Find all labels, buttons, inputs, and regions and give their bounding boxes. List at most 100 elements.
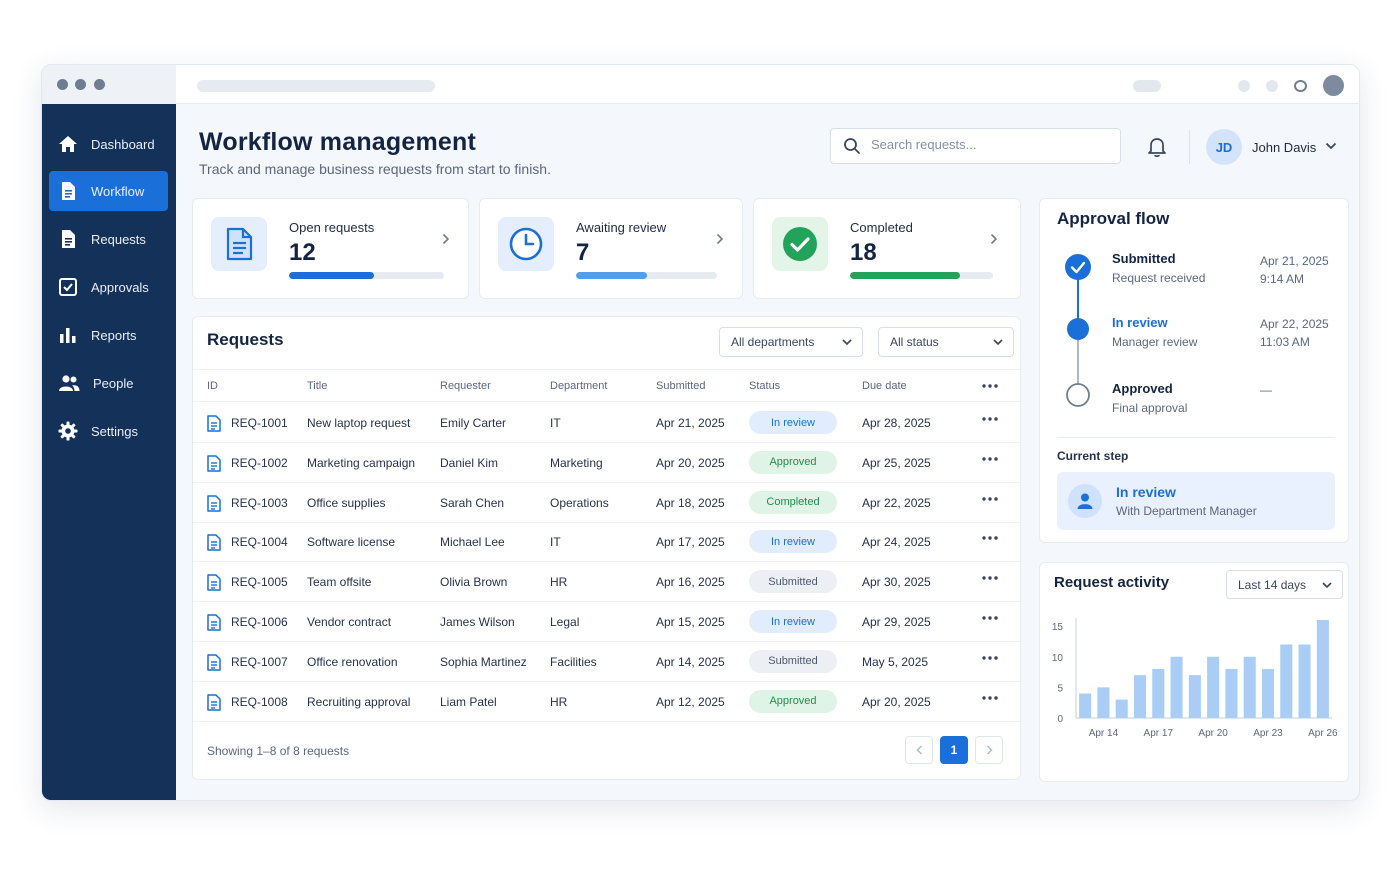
next-page-button[interactable]: [975, 736, 1003, 764]
chart-bar[interactable]: [1133, 675, 1147, 718]
cell-submitted: Apr 17, 2025: [656, 535, 725, 550]
sidebar-item-dashboard[interactable]: Dashboard: [49, 124, 168, 164]
sidebar-item-approvals[interactable]: Approvals: [49, 267, 168, 307]
cell-title: Vendor contract: [307, 615, 392, 629]
user-name[interactable]: John Davis: [1252, 140, 1317, 155]
chart-bar[interactable]: [1261, 669, 1275, 718]
status-badge: Submitted: [749, 570, 837, 594]
more-icon[interactable]: [982, 656, 998, 660]
x-tick-label: Apr 26: [1308, 728, 1338, 739]
status-badge: In review: [749, 610, 837, 633]
table-row[interactable]: REQ-1002 Marketing campaign Daniel Kim Mark…: [193, 443, 1020, 483]
more-icon[interactable]: [982, 576, 998, 580]
avatar[interactable]: JD: [1206, 129, 1242, 165]
column-header[interactable]: Requester: [440, 380, 491, 392]
check-icon: [1070, 261, 1086, 274]
column-header[interactable]: Status: [749, 380, 781, 392]
column-header[interactable]: ID: [207, 380, 218, 392]
toolbar-ring-icon[interactable]: [1294, 80, 1307, 92]
chart-bar[interactable]: [1298, 644, 1311, 719]
more-icon[interactable]: [982, 417, 998, 421]
chart-bar[interactable]: [1225, 669, 1238, 718]
chart-bar[interactable]: [1170, 656, 1183, 718]
status-badge: Approved: [749, 689, 837, 713]
chart-bar[interactable]: [1280, 644, 1293, 719]
table-row[interactable]: REQ-1005 Team offsite Olivia Brown HR Apr 16…: [193, 562, 1020, 603]
chart-bar[interactable]: [1097, 687, 1110, 718]
table-header: ID Title Requester Department Submitted …: [193, 369, 1020, 402]
table-row[interactable]: REQ-1004 Software license Michael Lee IT Apr…: [193, 522, 1020, 563]
status-filter[interactable]: All status: [878, 327, 1014, 357]
sidebar-item-label: Settings: [91, 423, 138, 439]
window-dot-icon[interactable]: [75, 79, 86, 90]
sidebar-item-requests[interactable]: Requests: [49, 219, 168, 259]
chevron-down-icon[interactable]: [1325, 142, 1337, 150]
bell-icon[interactable]: [1147, 136, 1167, 158]
chevron-right-icon[interactable]: [990, 233, 998, 245]
stat-value: 18: [850, 239, 877, 266]
toolbar-circle-icon[interactable]: [1238, 80, 1250, 92]
toolbar-circle-icon[interactable]: [1266, 80, 1278, 92]
cell-submitted: Apr 20, 2025: [656, 455, 725, 470]
cell-due: Apr 22, 2025: [862, 495, 931, 510]
column-header[interactable]: Submitted: [656, 380, 706, 392]
more-icon[interactable]: [982, 616, 998, 620]
sidebar-item-label: People: [93, 375, 134, 391]
window-dot-icon[interactable]: [94, 79, 105, 90]
table-row[interactable]: REQ-1007 Office renovation Sophia Martinez…: [193, 642, 1020, 682]
toolbar-pill[interactable]: [1133, 80, 1161, 92]
more-icon[interactable]: [982, 496, 998, 501]
window-dot-icon[interactable]: [57, 79, 68, 90]
column-header[interactable]: Department: [550, 380, 608, 392]
more-icon[interactable]: [982, 695, 998, 700]
chart-bar[interactable]: [1243, 656, 1256, 718]
chart-bar[interactable]: [1188, 675, 1201, 718]
step-date: Apr 21, 2025 9:14 AM: [1260, 252, 1329, 288]
department-filter[interactable]: All departments: [719, 327, 863, 357]
stat-card-completed[interactable]: Completed 18: [753, 198, 1021, 299]
sidebar-item-workflow[interactable]: Workflow: [49, 171, 168, 211]
column-header[interactable]: Title: [307, 380, 328, 392]
window-controls: [42, 65, 176, 104]
cell-requester: Emily Carter: [440, 416, 507, 430]
sidebar-item-people[interactable]: People: [49, 363, 168, 403]
search-input[interactable]: [871, 137, 1101, 152]
sidebar-item-reports[interactable]: Reports: [49, 315, 168, 355]
table-row[interactable]: REQ-1008 Recruiting approval Liam Patel HR A…: [193, 682, 1020, 722]
prev-page-button[interactable]: [905, 736, 933, 764]
page-button[interactable]: 1: [940, 736, 968, 764]
sidebar-item-settings[interactable]: Settings: [49, 411, 168, 451]
search-box[interactable]: [830, 128, 1121, 164]
y-tick-label: 5: [1057, 683, 1063, 694]
chart-bar[interactable]: [1079, 693, 1092, 719]
cell-department: IT: [550, 535, 561, 550]
cell-department: Facilities: [550, 654, 597, 669]
more-icon[interactable]: [982, 457, 998, 461]
chart-bar[interactable]: [1115, 699, 1128, 718]
chevron-right-icon[interactable]: [442, 233, 450, 245]
section-title: Requests: [207, 330, 284, 349]
range-select[interactable]: Last 14 days: [1226, 570, 1343, 599]
table-row[interactable]: REQ-1001 New laptop request Emily Carter IT…: [193, 403, 1020, 443]
chart-bar[interactable]: [1207, 656, 1220, 718]
table-row[interactable]: REQ-1003 Office supplies Sarah Chen Operati…: [193, 483, 1020, 523]
chevron-left-icon: [915, 745, 922, 755]
browser-avatar[interactable]: [1323, 75, 1344, 96]
cell-id: REQ-1004: [231, 535, 288, 550]
browser-toolbar: [176, 65, 1359, 104]
chart-bar[interactable]: [1316, 620, 1329, 718]
stat-card-open[interactable]: Open requests 12: [192, 198, 469, 299]
column-header[interactable]: Due date: [862, 380, 907, 392]
table-row[interactable]: REQ-1006 Vendor contract James Wilson Legal…: [193, 602, 1020, 642]
more-icon[interactable]: [982, 384, 998, 388]
chevron-right-icon[interactable]: [716, 233, 724, 245]
approval-flow-card: Approval flow Submitted Request received…: [1039, 198, 1349, 543]
document-icon: [207, 415, 221, 432]
activity-card: Request activity Last 14 days 0 5 10 15 Apr …: [1039, 562, 1349, 782]
stat-card-awaiting[interactable]: Awaiting review 7: [479, 198, 743, 299]
more-icon[interactable]: [982, 536, 998, 541]
address-bar[interactable]: [197, 80, 435, 92]
chart-bar[interactable]: [1152, 669, 1165, 718]
status-badge: Submitted: [749, 649, 837, 673]
document-icon: [207, 455, 221, 472]
